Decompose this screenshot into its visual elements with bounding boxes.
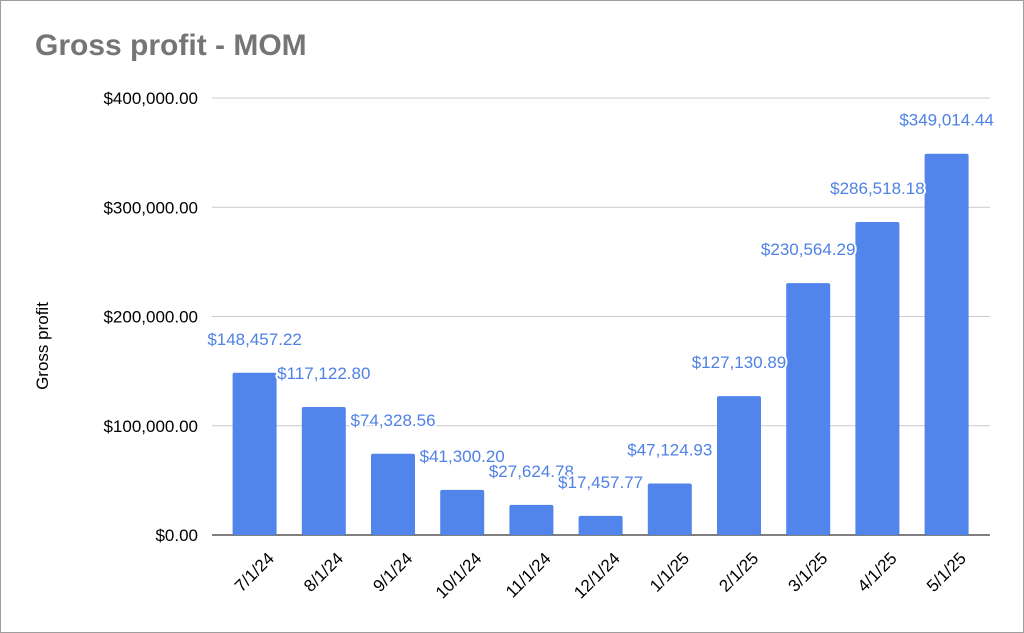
x-tick-label: 12/1/24 bbox=[570, 549, 624, 603]
bar bbox=[855, 221, 900, 535]
x-tick-label: 9/1/24 bbox=[369, 549, 416, 596]
x-tick-label: 7/1/24 bbox=[231, 549, 278, 596]
data-label: $27,624.78 bbox=[489, 462, 574, 481]
bar bbox=[440, 489, 485, 535]
bar bbox=[578, 515, 623, 535]
y-tick-label: $0.00 bbox=[155, 526, 198, 545]
data-label: $230,564.29 bbox=[761, 240, 856, 259]
x-tick-label: 2/1/25 bbox=[715, 549, 762, 596]
data-label: $74,328.56 bbox=[350, 411, 435, 430]
x-tick-label: 8/1/24 bbox=[300, 549, 347, 596]
y-axis-ticks: $0.00 $100,000.00 $200,000.00 $300,000.00 $4… bbox=[103, 89, 198, 545]
y-tick-label: $400,000.00 bbox=[103, 89, 198, 108]
data-label: $286,518.18 bbox=[830, 179, 925, 198]
bar bbox=[301, 407, 346, 535]
bar bbox=[509, 504, 554, 535]
data-label: $117,122.80 bbox=[277, 364, 370, 383]
data-labels: $148,457.22 $117,122.80 $74,328.56 $41,300.… bbox=[205, 109, 996, 494]
x-tick-label: 5/1/25 bbox=[923, 549, 970, 596]
bar bbox=[786, 283, 831, 535]
bar bbox=[647, 483, 692, 535]
data-label: $148,457.22 bbox=[207, 330, 302, 349]
x-tick-label: 10/1/24 bbox=[432, 549, 486, 603]
data-label: $47,124.93 bbox=[627, 441, 712, 460]
data-label: $17,457.77 bbox=[558, 473, 643, 492]
y-tick-label: $300,000.00 bbox=[103, 198, 198, 217]
x-axis-ticks: 7/1/24 8/1/24 9/1/24 10/1/24 11/1/24 12/1/24 1… bbox=[231, 549, 970, 603]
bar bbox=[371, 453, 415, 535]
bars bbox=[232, 153, 969, 535]
data-label: $41,300.20 bbox=[420, 447, 505, 466]
x-tick-label: 11/1/24 bbox=[502, 549, 555, 602]
bar bbox=[717, 396, 761, 535]
y-tick-label: $200,000.00 bbox=[103, 308, 198, 327]
data-label: $127,130.89 bbox=[692, 353, 787, 372]
x-tick-label: 4/1/25 bbox=[854, 549, 901, 596]
data-label: $349,014.44 bbox=[899, 111, 994, 130]
x-tick-label: 1/1/25 bbox=[646, 549, 693, 596]
x-tick-label: 3/1/25 bbox=[785, 549, 832, 596]
chart-title: Gross profit - MOM bbox=[35, 29, 307, 62]
bar bbox=[232, 372, 277, 535]
y-tick-label: $100,000.00 bbox=[103, 417, 198, 436]
bar bbox=[924, 153, 969, 535]
